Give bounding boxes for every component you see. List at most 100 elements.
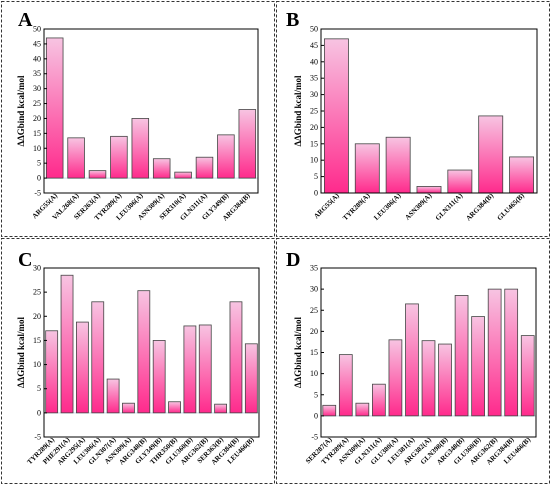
bar: [67, 137, 85, 179]
bar: [338, 354, 353, 417]
y-tick-label: 30: [310, 285, 318, 294]
y-tick-label: 30: [33, 264, 41, 273]
bar: [110, 135, 128, 179]
bar: [447, 169, 473, 194]
panel-border: [276, 1, 550, 237]
y-tick-label: 5: [37, 384, 41, 393]
bar: [322, 404, 337, 417]
bar: [385, 136, 411, 194]
bar: [504, 288, 519, 417]
x-tick-label: GLN311(A): [434, 191, 465, 222]
y-tick-label: 50: [310, 25, 318, 34]
y-tick-label: 45: [310, 41, 318, 50]
y-tick-label: 25: [310, 107, 318, 116]
bar: [91, 301, 105, 414]
plot-frame: [43, 28, 259, 194]
bar: [131, 118, 150, 179]
panel-label: D: [286, 249, 300, 271]
y-tick-label: 20: [310, 327, 318, 336]
panel-border: [1, 1, 275, 237]
x-tick-label: TYR289(A): [341, 191, 372, 222]
y-tick-label: 35: [310, 264, 318, 273]
bar: [388, 339, 403, 417]
y-tick-label: 10: [310, 156, 318, 165]
y-tick-label: 0: [37, 408, 41, 417]
bar: [198, 324, 212, 414]
y-tick-label: -5: [34, 189, 41, 198]
y-tick-label: -5: [311, 433, 318, 442]
y-tick-label: 5: [37, 159, 41, 168]
y-tick-label: 20: [33, 114, 41, 123]
bar: [244, 343, 258, 414]
panel-label: A: [18, 9, 33, 31]
y-tick-label: 15: [33, 129, 41, 138]
y-tick-label: 0: [314, 411, 318, 420]
y-tick-label: 25: [310, 306, 318, 315]
x-tick-label: GLU465(B): [496, 191, 527, 222]
y-tick-label: 10: [33, 360, 41, 369]
bar: [106, 378, 120, 414]
bar: [45, 37, 64, 179]
y-tick-label: 35: [310, 74, 318, 83]
bar: [229, 301, 243, 414]
bar: [454, 295, 469, 417]
panel-label: B: [286, 9, 299, 31]
panel-label: C: [18, 249, 32, 271]
x-tick-label: LEU306(A): [372, 191, 403, 222]
bar: [195, 156, 214, 179]
y-tick-label: 25: [33, 288, 41, 297]
bar: [152, 340, 166, 414]
bar: [214, 403, 227, 414]
y-tick-label: 20: [310, 123, 318, 132]
bar: [217, 134, 235, 179]
y-tick-label: 5: [314, 172, 318, 181]
y-tick-label: 30: [310, 90, 318, 99]
bar: [88, 170, 107, 179]
chart-panel-b: B 0 5 10 15 20 25 30 35 40 45 50 ΔΔGbind kcal/mol ARG…: [276, 1, 550, 237]
y-axis-label: ΔΔGbind kcal/mol: [293, 316, 303, 388]
bar: [152, 158, 171, 179]
y-axis-label: ΔΔGbind kcal/mol: [16, 316, 26, 388]
y-tick-label: 15: [310, 139, 318, 148]
plot-frame: [43, 267, 260, 438]
bar: [355, 402, 370, 417]
plot-frame: [320, 28, 538, 194]
y-tick-label: -5: [34, 433, 41, 442]
y-tick-label: 40: [310, 57, 318, 66]
y-tick-label: 45: [33, 39, 41, 48]
y-tick-label: 30: [33, 84, 41, 93]
y-tick-label: 40: [33, 54, 41, 63]
x-tick-label: ASN309(A): [404, 191, 434, 221]
y-tick-label: 5: [314, 390, 318, 399]
bar: [323, 38, 349, 194]
y-axis-label: ΔΔGbind kcal/mol: [293, 75, 303, 147]
bar: [405, 303, 419, 417]
bar: [520, 335, 535, 417]
bar: [183, 325, 197, 414]
bar: [354, 143, 380, 194]
panel-border: [1, 238, 275, 484]
y-axis-label: ΔΔGbind kcal/mol: [16, 75, 26, 147]
bar: [421, 340, 436, 417]
bar: [238, 109, 257, 179]
bar: [168, 401, 181, 414]
bar: [509, 156, 535, 194]
bar: [471, 316, 485, 417]
y-tick-label: 25: [33, 99, 41, 108]
bar: [137, 290, 151, 414]
y-tick-label: 10: [33, 144, 41, 153]
bar: [45, 330, 59, 414]
y-tick-label: 15: [310, 348, 318, 357]
x-tick-label: ARG384(B): [464, 191, 495, 222]
bar: [174, 171, 192, 179]
bar: [487, 288, 502, 417]
bar: [478, 115, 504, 194]
y-tick-label: 0: [314, 189, 318, 198]
bar: [372, 383, 386, 417]
y-tick-label: 50: [33, 25, 41, 34]
bar: [122, 402, 135, 414]
